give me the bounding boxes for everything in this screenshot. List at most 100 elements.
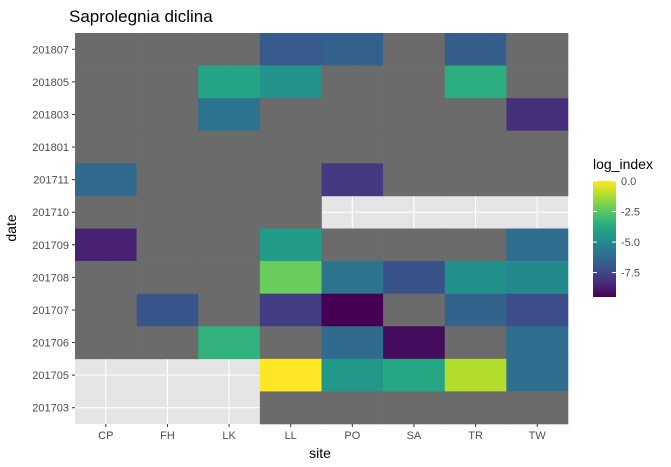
x-tick-label: PO [344, 430, 360, 442]
heatmap-cell-TR-201703 [444, 391, 507, 425]
heatmap-cell-SA-201803 [383, 98, 446, 132]
heatmap-cell-TW-201711 [506, 163, 569, 197]
heatmap-cell-CP-201708 [75, 261, 137, 294]
heatmap-cell-FH-201711 [136, 163, 199, 197]
heatmap-cell-LK-201801 [198, 130, 261, 164]
y-tick-label: 201709 [32, 240, 69, 252]
heatmap-cell-CP-201807 [75, 33, 137, 66]
y-tick-label: 201803 [32, 109, 69, 121]
heatmap-cell-TW-201706 [506, 326, 569, 360]
heatmap-cell-FH-201803 [136, 98, 199, 132]
heatmap-cell-TR-201708 [444, 261, 507, 294]
heatmap-cell-SA-201705 [383, 358, 446, 392]
heatmap-cell-PO-201707 [321, 293, 384, 327]
x-tick-label: LK [222, 430, 236, 442]
y-axis-title: date [3, 214, 19, 241]
heatmap-cell-LL-201805 [259, 65, 322, 99]
heatmap-cell-LK-201706 [198, 326, 261, 360]
heatmap-cell-TR-201709 [444, 228, 507, 262]
y-tick-label: 201807 [32, 44, 69, 56]
heatmap-cell-FH-201707 [136, 293, 199, 327]
heatmap-cell-LL-201705 [259, 358, 322, 392]
heatmap-cell-TW-201803 [506, 98, 569, 132]
heatmap-cell-LL-201801 [259, 130, 322, 164]
heatmap-cell-LL-201707 [259, 293, 322, 327]
heatmap-cell-SA-201703 [383, 391, 446, 425]
heatmap-cell-CP-201710 [75, 195, 137, 229]
heatmap-cell-TR-201805 [444, 65, 507, 99]
heatmap-cell-LL-201711 [259, 163, 322, 197]
heatmap-cell-LK-201711 [198, 163, 261, 197]
heatmap-cell-TR-201705 [444, 358, 507, 392]
heatmap-cell-PO-201807 [321, 33, 384, 66]
heatmap-cell-SA-201706 [383, 326, 446, 360]
heatmap-cell-CP-201707 [75, 293, 137, 327]
heatmap-cell-CP-201706 [75, 326, 137, 360]
heatmap-cell-SA-201711 [383, 163, 446, 197]
heatmap-cells [75, 33, 569, 425]
heatmap-cell-LL-201703 [259, 391, 322, 425]
heatmap-cell-LK-201707 [198, 293, 261, 327]
heatmap-cell-FH-201801 [136, 130, 199, 164]
x-tick-label: FH [160, 430, 175, 442]
y-tick-label: 201711 [33, 175, 69, 187]
heatmap-cell-TW-201805 [506, 65, 569, 99]
heatmap-cell-PO-201801 [321, 130, 384, 164]
heatmap-cell-PO-201708 [321, 261, 384, 294]
heatmap-cell-SA-201707 [383, 293, 446, 327]
x-tick-label: SA [407, 430, 422, 442]
heatmap-cell-PO-201703 [321, 391, 384, 425]
heatmap-cell-LL-201803 [259, 98, 322, 132]
heatmap-cell-CP-201801 [75, 130, 137, 164]
heatmap-cell-PO-201709 [321, 228, 384, 262]
heatmap-cell-TW-201708 [506, 261, 569, 294]
heatmap-cell-FH-201709 [136, 228, 199, 262]
heatmap-cell-SA-201805 [383, 65, 446, 99]
heatmap-cell-TW-201705 [506, 358, 569, 392]
colorbar-tick-label: -7.5 [621, 268, 640, 280]
heatmap-cell-FH-201805 [136, 65, 199, 99]
heatmap-cell-TR-201803 [444, 98, 507, 132]
heatmap-cell-LL-201710 [259, 195, 322, 229]
heatmap-cell-LK-201803 [198, 98, 261, 132]
heatmap-cell-PO-201803 [321, 98, 384, 132]
y-tick-label: 201705 [32, 370, 69, 382]
heatmap-cell-CP-201805 [75, 65, 137, 99]
heatmap-cell-SA-201709 [383, 228, 446, 262]
heatmap-cell-TR-201801 [444, 130, 507, 164]
legend-title: log_index [593, 156, 653, 172]
heatmap-cell-PO-201711 [321, 163, 384, 197]
heatmap-cell-TW-201801 [506, 130, 569, 164]
heatmap-cell-SA-201801 [383, 130, 446, 164]
x-tick-label: LL [285, 430, 297, 442]
heatmap-cell-SA-201807 [383, 33, 446, 66]
heatmap-cell-FH-201710 [136, 195, 199, 229]
colorbar-legend: log_index 0.0 -2.5 -5.0 -7.5 [593, 156, 653, 297]
y-tick-label: 201805 [32, 77, 69, 89]
y-tick-label: 201708 [32, 272, 69, 284]
heatmap-cell-PO-201706 [321, 326, 384, 360]
heatmap-cell-FH-201807 [136, 33, 199, 66]
chart-title: Saprolegnia diclina [69, 7, 213, 26]
y-tick-label: 201801 [32, 142, 69, 154]
colorbar [593, 181, 616, 297]
heatmap-cell-LK-201710 [198, 195, 261, 229]
heatmap-cell-TW-201703 [506, 391, 569, 425]
y-axis: 201703 201705 201706 201707 201708 201709 2017… [32, 44, 75, 415]
heatmap-cell-CP-201803 [75, 98, 137, 132]
heatmap-cell-TW-201709 [506, 228, 569, 262]
heatmap-cell-LK-201709 [198, 228, 261, 262]
heatmap-cell-TR-201711 [444, 163, 507, 197]
y-tick-label: 201706 [32, 338, 69, 350]
heatmap-cell-LL-201709 [259, 228, 322, 262]
heatmap-cell-LL-201708 [259, 261, 322, 294]
colorbar-tick-label: -2.5 [621, 207, 640, 219]
heatmap-cell-LL-201706 [259, 326, 322, 360]
heatmap-cell-PO-201705 [321, 358, 384, 392]
heatmap-cell-SA-201708 [383, 261, 446, 294]
colorbar-tick-label: 0.0 [621, 176, 636, 188]
heatmap-cell-LK-201807 [198, 33, 261, 66]
x-tick-label: CP [98, 430, 113, 442]
x-axis-title: site [309, 445, 331, 461]
heatmap-cell-PO-201805 [321, 65, 384, 99]
